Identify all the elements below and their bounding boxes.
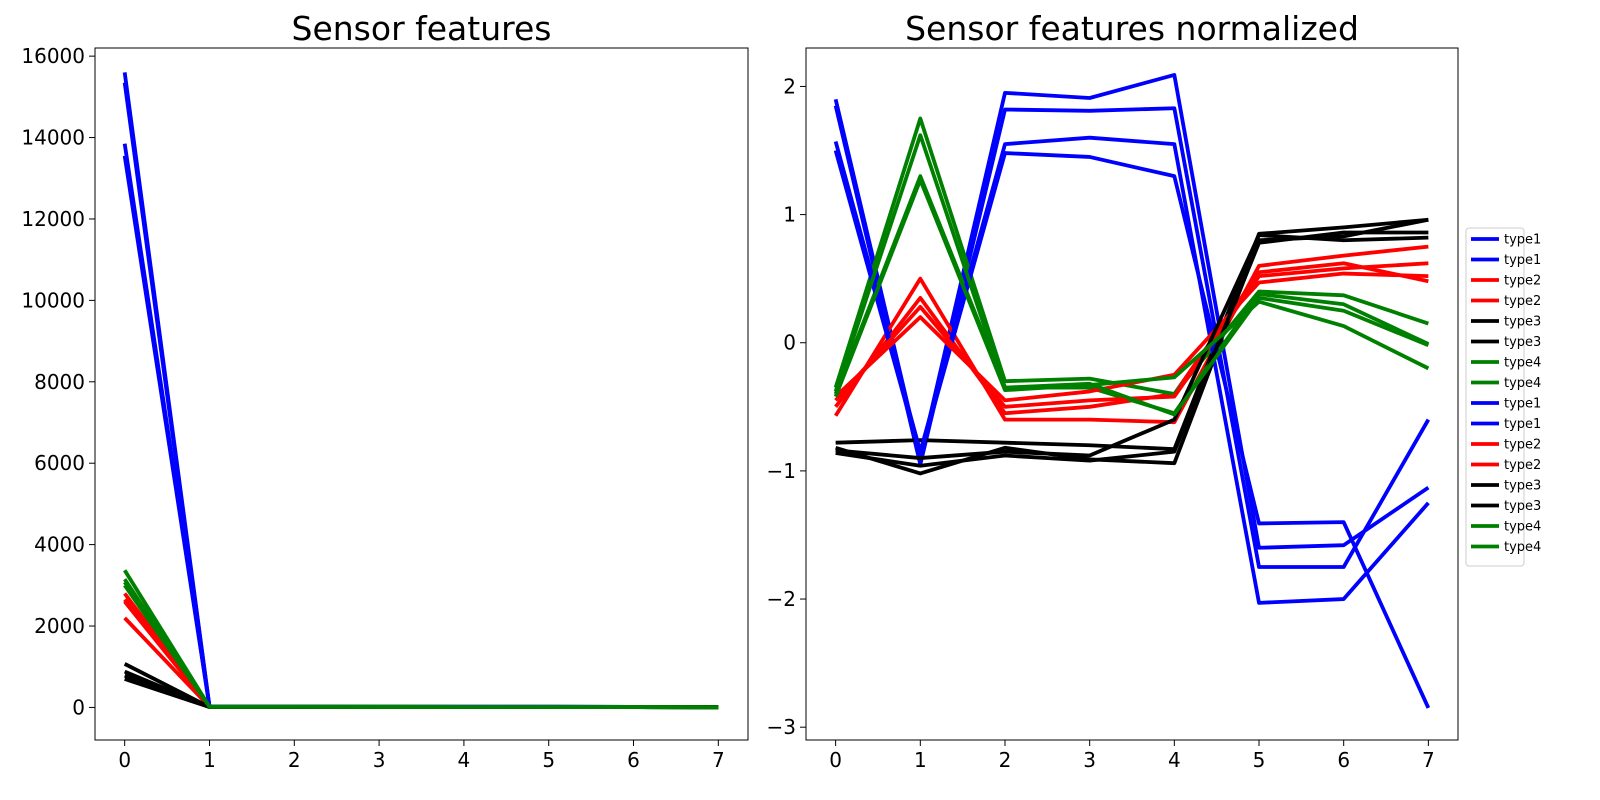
right-y-tick-label-1: −2: [767, 587, 796, 611]
right-series-group: [833, 73, 1431, 709]
right-plot-frame: [805, 47, 1459, 741]
left-y-tick-label-0: 0: [72, 695, 85, 719]
left-chart: Sensor features 0 1 2 3 4 5 6 7 0 2000 4000 6000 8000…: [21, 9, 749, 772]
left-series-line-15: [123, 584, 719, 710]
left-y-tick-label-4: 8000: [34, 370, 85, 394]
left-plot-frame: [94, 47, 749, 741]
right-legend: type1 type1 type2 type2 type3 type3 type4 type4…: [1465, 227, 1541, 567]
left-series-line-4: [123, 592, 719, 710]
right-series-line-13: [835, 230, 1429, 468]
left-series-line-6: [123, 600, 719, 710]
right-series-line-12: [835, 233, 1429, 460]
right-series-line-14: [833, 133, 1430, 417]
legend-label-3: type2: [1504, 294, 1541, 309]
left-series-line-14: [123, 580, 719, 710]
left-series-line-3: [122, 155, 719, 710]
legend-label-13: type3: [1504, 499, 1541, 514]
right-x-tick-label-7: 7: [1422, 748, 1435, 772]
left-series-line-8: [123, 662, 719, 710]
left-y-tick-label-6: 12000: [21, 207, 85, 231]
right-x-tick-label-5: 5: [1253, 748, 1266, 772]
right-y-tick-label-5: 2: [783, 74, 796, 98]
right-x-tick-label-3: 3: [1083, 748, 1096, 772]
right-x-tick-label-0: 0: [829, 748, 842, 772]
legend-label-1: type1: [1504, 253, 1541, 268]
right-y-tick-label-3: 0: [783, 331, 796, 355]
legend-label-11: type2: [1504, 458, 1541, 473]
left-series-line-0: [122, 72, 719, 710]
right-series-line-9: [833, 150, 1431, 709]
right-x-tick-label-1: 1: [914, 748, 927, 772]
left-series-line-2: [122, 143, 719, 710]
legend-label-10: type2: [1504, 438, 1541, 453]
left-chart-title: Sensor features: [292, 9, 552, 48]
legend-label-14: type4: [1504, 520, 1541, 535]
right-x-tick-label-6: 6: [1337, 748, 1350, 772]
left-y-tick-label-2: 4000: [34, 533, 85, 557]
legend-label-5: type3: [1504, 335, 1541, 350]
left-series-line-11: [124, 677, 719, 710]
legend-label-6: type4: [1504, 356, 1541, 371]
left-x-tick-label-7: 7: [712, 748, 725, 772]
left-y-tick-label-7: 14000: [21, 126, 85, 150]
right-chart-title: Sensor features normalized: [905, 9, 1359, 48]
left-y-tick-label-8: 16000: [21, 44, 85, 68]
right-series-line-1: [833, 105, 1431, 569]
right-series-line-11: [834, 271, 1429, 403]
legend-label-15: type4: [1504, 540, 1541, 555]
left-series-group: [122, 72, 719, 710]
right-series-line-6: [833, 116, 1429, 396]
right-series-line-2: [834, 244, 1429, 425]
left-x-tick-label-4: 4: [458, 748, 471, 772]
left-y-tick-label-3: 6000: [34, 451, 85, 475]
left-x-tick-label-5: 5: [542, 748, 555, 772]
left-x-tick-label-2: 2: [288, 748, 301, 772]
legend-label-8: type1: [1504, 397, 1541, 412]
legend-frame: [1465, 227, 1525, 567]
legend-label-9: type1: [1504, 417, 1541, 432]
left-series-line-10: [124, 673, 719, 710]
right-y-tick-label-0: −3: [767, 715, 796, 739]
right-x-tick-label-4: 4: [1168, 748, 1181, 772]
left-x-tick-label-6: 6: [627, 748, 640, 772]
right-series-line-5: [835, 217, 1429, 476]
legend-label-2: type2: [1504, 274, 1541, 289]
left-series-line-1: [122, 82, 719, 710]
right-x-tick-label-2: 2: [999, 748, 1012, 772]
right-y-tick-label-2: −1: [767, 459, 796, 483]
left-series-line-5: [123, 598, 719, 710]
left-x-tick-label-1: 1: [203, 748, 216, 772]
left-series-line-12: [123, 569, 719, 710]
right-series-line-8: [833, 135, 1430, 605]
left-series-line-7: [123, 616, 719, 710]
legend-label-4: type3: [1504, 315, 1541, 330]
right-y-tick-label-4: 1: [783, 203, 796, 227]
left-series-line-13: [123, 578, 719, 710]
left-series-line-9: [123, 669, 719, 710]
right-chart: Sensor features normalized 0 1 2 3 4 5 6 7 −3 −2 −1…: [767, 9, 1542, 772]
legend-label-7: type4: [1504, 376, 1541, 391]
legend-label-0: type1: [1504, 233, 1541, 248]
left-y-tick-label-5: 10000: [21, 288, 85, 312]
right-series-line-4: [835, 217, 1429, 452]
left-x-tick-label-0: 0: [118, 748, 131, 772]
left-y-tick-label-1: 2000: [34, 614, 85, 638]
legend-label-12: type3: [1504, 479, 1541, 494]
right-series-line-15: [833, 178, 1430, 398]
left-x-tick-label-3: 3: [373, 748, 386, 772]
